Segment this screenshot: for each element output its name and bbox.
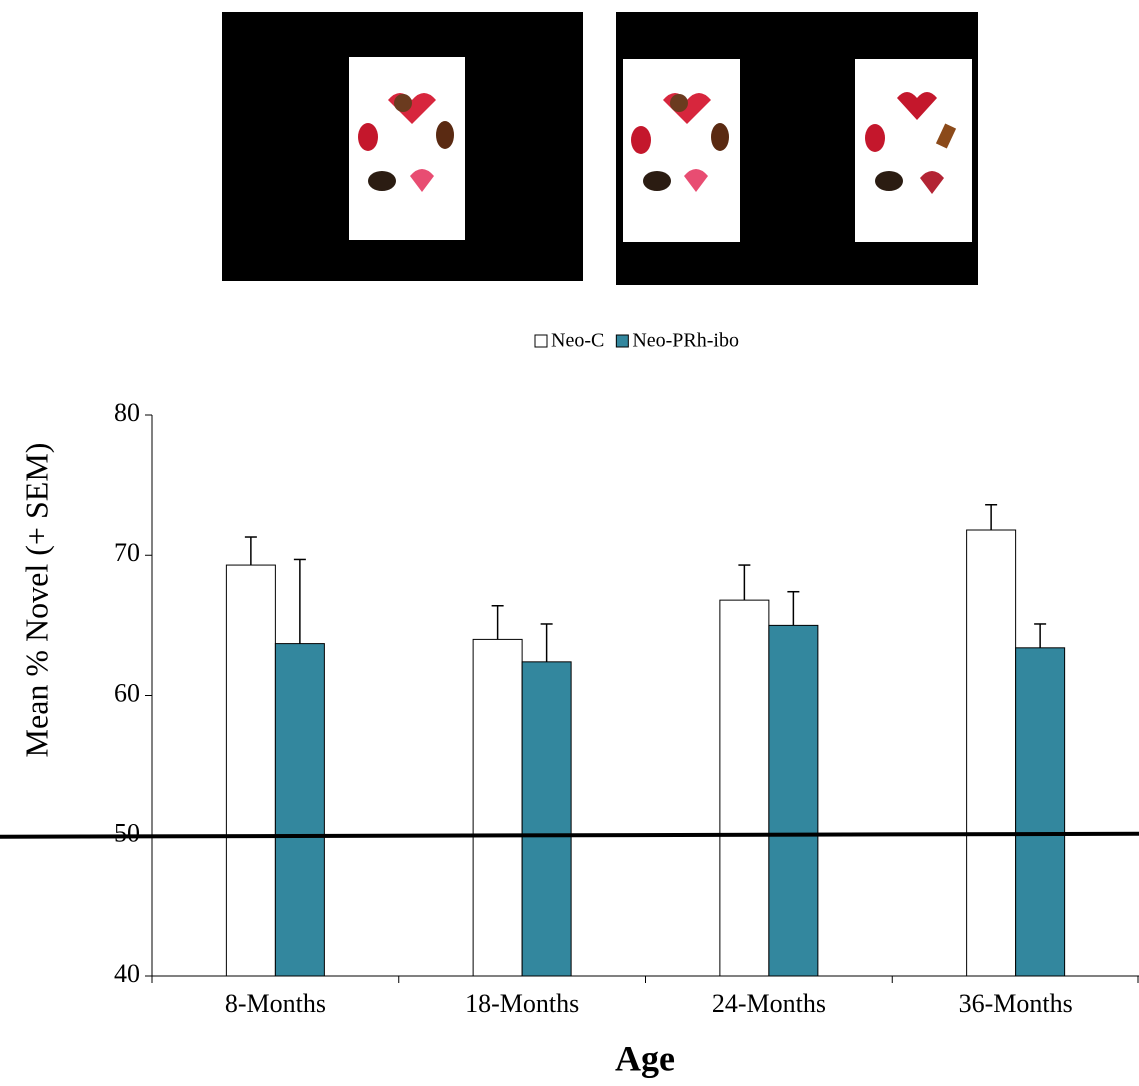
legend-swatch [615,334,629,348]
y-tick-label: 80 [114,398,140,427]
familiar-icons [631,93,729,192]
sample-icons [358,93,454,192]
x-tick-label: 36-Months [959,989,1073,1018]
legend-label: Neo-C [551,330,604,352]
y-tick-label: 60 [114,678,140,707]
x-tick-label: 24-Months [712,989,826,1018]
bar [719,599,770,977]
x-axis-title: Age [615,1038,675,1078]
novel-icons [865,92,957,194]
y-tick-label: 50 [114,819,140,848]
y-axis-title: Mean % Novel (+ SEM) [18,443,54,758]
stimulus-images [222,12,978,285]
x-tick-label: 8-Months [225,989,326,1018]
legend: Neo-C Neo-PRh-ibo [534,330,739,352]
y-tick-label: 40 [114,959,140,988]
bar [1015,647,1066,977]
x-tick-label: 18-Months [465,989,579,1018]
reference-line [0,831,1139,839]
bar [966,529,1017,977]
bar [274,643,325,977]
y-tick-label: 70 [114,538,140,567]
legend-swatch [534,334,548,348]
bar [521,661,572,977]
bar [472,638,523,977]
legend-label: Neo-PRh-ibo [632,330,739,352]
bar [225,564,276,977]
bar [768,624,819,977]
